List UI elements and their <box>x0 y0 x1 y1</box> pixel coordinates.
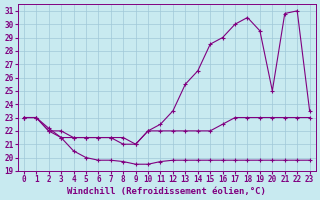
X-axis label: Windchill (Refroidissement éolien,°C): Windchill (Refroidissement éolien,°C) <box>67 187 266 196</box>
